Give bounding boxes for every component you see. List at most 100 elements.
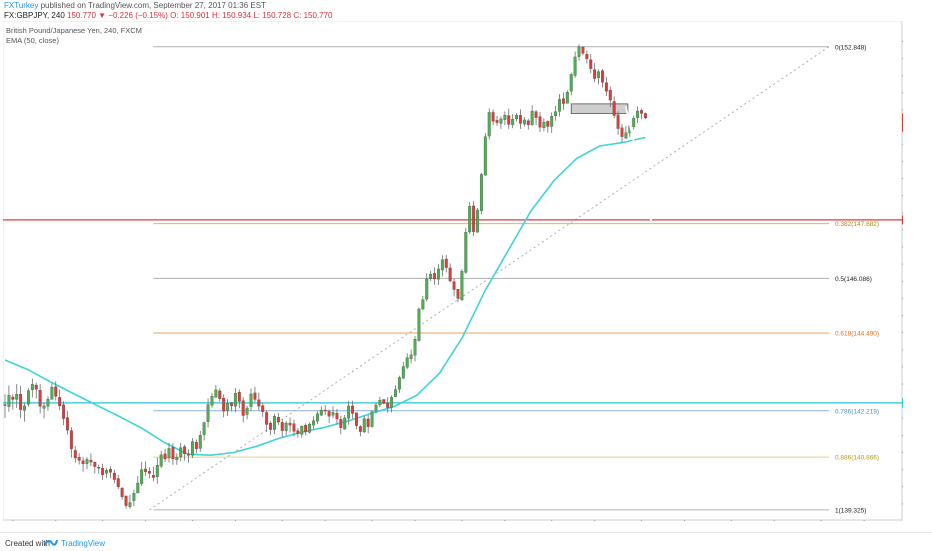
- candle-body: [464, 232, 468, 273]
- candle-body: [206, 404, 210, 422]
- candle-body: [54, 386, 58, 397]
- candle-body: [58, 397, 62, 407]
- candle-body: [319, 409, 323, 416]
- tradingview-brand[interactable]: TradingView: [61, 539, 106, 548]
- candle-body: [308, 423, 312, 433]
- fib-level-label: 0.618(144.490): [835, 330, 879, 337]
- instrument-label: British Pound/Japanese Yen, 240, FXCM: [6, 26, 142, 35]
- candle-body: [272, 416, 276, 430]
- published-text: published on TradingView.com, September …: [40, 1, 266, 10]
- candle-body: [573, 56, 577, 76]
- candle-body: [19, 394, 23, 410]
- candle-body: [284, 422, 288, 431]
- candle-body: [335, 412, 339, 420]
- candle-body: [632, 118, 636, 127]
- candle-body: [50, 386, 54, 400]
- price-chart[interactable]: 139.500140.000140.500141.000141.500142.0…: [2, 20, 932, 532]
- candle-body: [300, 425, 304, 435]
- candle-body: [171, 447, 175, 460]
- candle-body: [155, 465, 159, 477]
- candle-body: [495, 120, 499, 123]
- candle-body: [151, 474, 155, 478]
- candle-body: [550, 116, 554, 127]
- candle-body: [128, 502, 132, 507]
- candle-body: [175, 457, 179, 460]
- candle-body: [327, 411, 331, 417]
- candle-body: [522, 119, 526, 125]
- candle-body: [366, 418, 370, 427]
- symbol-label: FX:GBPJPY, 240: [4, 11, 65, 20]
- candle-body: [179, 447, 183, 458]
- candle-body: [163, 453, 167, 460]
- candle-body: [97, 467, 101, 469]
- candle-body: [569, 74, 573, 92]
- candle-body: [15, 394, 19, 400]
- candle-body: [148, 471, 151, 474]
- candle-body: [159, 454, 163, 467]
- candle-body: [542, 121, 546, 128]
- candle-body: [620, 127, 624, 137]
- candle-body: [116, 478, 120, 487]
- candle-body: [46, 398, 50, 407]
- candle-body: [269, 422, 272, 430]
- current-price-tag: [902, 113, 932, 123]
- candle-body: [241, 400, 245, 416]
- fib-level-label: 0.5(146.086): [835, 276, 872, 283]
- candle-body: [507, 115, 511, 125]
- price-tag: [902, 398, 932, 408]
- candle-body: [499, 118, 503, 124]
- candle-body: [612, 101, 616, 116]
- candle-body: [190, 441, 194, 456]
- candle-body: [456, 289, 460, 299]
- candle-body: [382, 399, 386, 404]
- candle-body: [3, 404, 7, 406]
- candle-body: [343, 417, 347, 430]
- author-link[interactable]: FXTurkey: [4, 1, 39, 10]
- candle-body: [460, 271, 464, 300]
- candle-body: [339, 419, 343, 428]
- candle-body: [604, 82, 608, 92]
- candle-body: [440, 259, 444, 271]
- candle-body: [222, 397, 226, 412]
- candle-body: [503, 115, 507, 120]
- change-value: 150.770 ▼ −0.226 (−0.15%): [67, 11, 168, 20]
- candle-body: [140, 469, 144, 484]
- candle-body: [11, 396, 15, 400]
- candle-body: [23, 405, 26, 411]
- candle-body: [69, 430, 73, 449]
- publish-line: FXTurkey published on TradingView.com, S…: [4, 1, 266, 11]
- candle-body: [444, 258, 448, 268]
- candle-body: [581, 46, 585, 54]
- candle-body: [167, 448, 171, 459]
- candle-body: [198, 435, 202, 449]
- candle-body: [608, 90, 612, 101]
- candle-body: [77, 457, 81, 461]
- footer-bar: Created with TradingView: [0, 532, 932, 551]
- indicator-label[interactable]: EMA (50, close): [6, 36, 59, 45]
- fib-level-label: 0.382(147.682): [835, 221, 879, 228]
- fib-trend-line: [149, 46, 830, 511]
- candle-body: [315, 413, 319, 422]
- candle-body: [624, 132, 628, 139]
- candle-body: [93, 461, 97, 467]
- candle-body: [534, 111, 538, 118]
- created-with-text: Created with: [5, 539, 50, 548]
- candle-body: [405, 357, 409, 368]
- candle-body: [257, 399, 261, 407]
- candle-body: [511, 119, 515, 125]
- chart-canvas[interactable]: 139.500140.000140.500141.000141.500142.0…: [2, 20, 932, 532]
- candle-body: [136, 482, 140, 494]
- candle-body: [105, 470, 108, 474]
- candle-body: [616, 114, 620, 129]
- symbol-line: FX:GBPJPY, 240 150.770 ▼ −0.226 (−0.15%)…: [4, 11, 333, 21]
- candle-body: [261, 405, 265, 412]
- candle-body: [288, 422, 292, 426]
- candle-body: [30, 384, 34, 390]
- candle-body: [565, 92, 569, 104]
- candle-body: [636, 110, 640, 118]
- forecast-arrow: [625, 106, 652, 220]
- candle-body: [479, 174, 483, 211]
- candle-body: [73, 450, 77, 459]
- candle-body: [210, 396, 214, 406]
- candle-body: [183, 446, 187, 455]
